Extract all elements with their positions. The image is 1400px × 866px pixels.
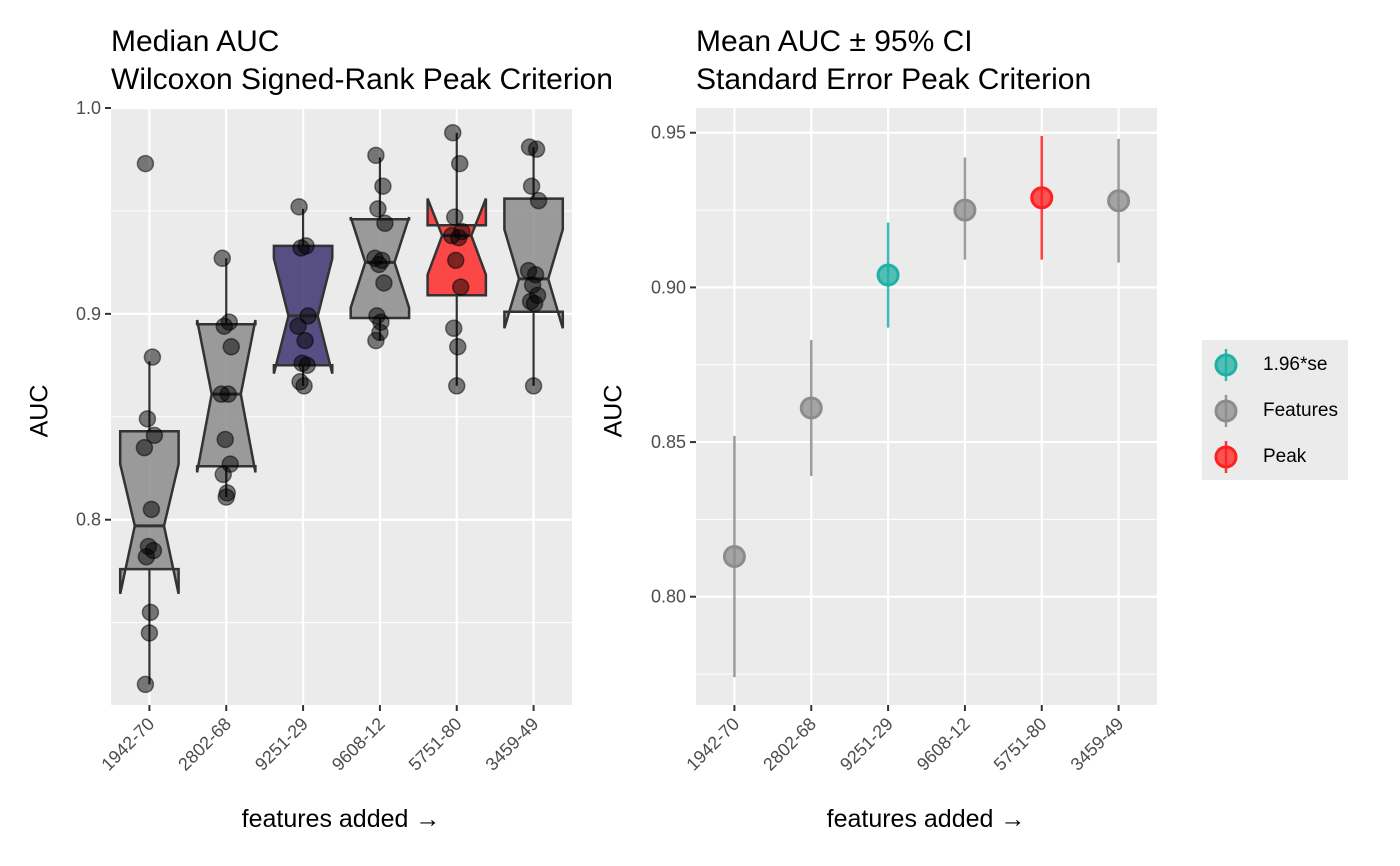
notched-box-5751-80 — [426, 198, 488, 297]
left-x-tick-label: 9251-29 — [251, 714, 312, 775]
mean-point-9608-12 — [953, 198, 977, 222]
data-point — [449, 338, 467, 356]
legend-item-peak: Peak — [1202, 434, 1348, 480]
data-point — [136, 675, 155, 694]
data-point — [525, 294, 544, 313]
left-y-tick-label: 1.0 — [76, 98, 101, 118]
data-point — [522, 177, 541, 195]
data-point — [136, 154, 155, 173]
data-point — [292, 239, 310, 257]
data-point — [524, 377, 543, 395]
data-point — [370, 255, 388, 274]
right-chart-subtitle: Standard Error Peak Criterion — [696, 63, 1092, 96]
data-point — [447, 251, 465, 270]
left-y-tick-label: 0.8 — [76, 510, 101, 530]
legend: 1.96*se Features Peak — [1202, 340, 1348, 480]
legend-item-1-96se: 1.96*se — [1202, 342, 1348, 388]
data-point — [222, 338, 240, 356]
left-plot-background — [111, 108, 572, 705]
mean-point-9251-29 — [876, 263, 900, 287]
left-x-axis-label: features added → — [241, 805, 441, 833]
left-chart-subtitle: Wilcoxon Signed-Rank Peak Criterion — [111, 63, 613, 96]
mean-point-1942-70 — [722, 545, 746, 569]
right-x-tick-label: 2802-68 — [759, 714, 820, 775]
data-point — [216, 430, 234, 449]
data-point — [448, 377, 466, 395]
legend-key-1-96se — [1214, 349, 1238, 381]
mean-point-5751-80 — [1030, 186, 1054, 210]
left-x-tick-label: 5751-80 — [405, 714, 466, 775]
data-point — [213, 249, 231, 268]
right-y-tick-label: 0.95 — [651, 123, 686, 143]
right-y-tick-label: 0.90 — [651, 277, 686, 297]
data-point — [140, 624, 159, 642]
data-point — [296, 331, 314, 350]
left-y-axis-label: AUC — [25, 384, 54, 438]
right-x-tick-label: 9251-29 — [836, 714, 897, 775]
data-point — [138, 410, 157, 428]
data-point — [376, 214, 394, 233]
left-x-tick-label: 1942-70 — [97, 714, 158, 775]
data-point — [451, 154, 469, 173]
data-point — [295, 377, 313, 395]
data-point — [367, 331, 385, 350]
data-point — [445, 319, 463, 338]
data-point — [141, 603, 160, 622]
data-point — [298, 356, 316, 375]
data-point — [215, 317, 233, 335]
right-y-axis-label: AUC — [599, 384, 628, 438]
notched-box-3459-49 — [503, 197, 565, 329]
data-point — [143, 348, 162, 366]
left-y-tick-label: 0.9 — [76, 304, 101, 324]
left-x-tick-label: 2802-68 — [174, 714, 235, 775]
legend-item-features: Features — [1202, 388, 1348, 434]
data-point — [289, 317, 307, 335]
right-x-axis-label: features added → — [826, 805, 1026, 833]
left-x-tick-label: 9608-12 — [328, 714, 389, 775]
data-point — [527, 140, 546, 158]
right-x-tick-label: 9608-12 — [913, 714, 974, 775]
mean-point-2802-68 — [799, 396, 823, 420]
data-point — [145, 426, 164, 445]
right-x-tick-label: 3459-49 — [1067, 714, 1128, 775]
data-point — [452, 278, 470, 296]
left-chart-title: Median AUC — [111, 25, 280, 58]
left-x-tick-label: 3459-49 — [482, 714, 543, 775]
data-point — [135, 438, 154, 457]
legend-key-features — [1214, 395, 1238, 427]
right-x-tick-label: 1942-70 — [682, 714, 743, 775]
right-y-tick-label: 0.85 — [651, 432, 686, 452]
legend-label-peak: Peak — [1263, 446, 1307, 467]
data-point — [290, 198, 308, 216]
data-point — [217, 488, 235, 506]
legend-label-features: Features — [1263, 400, 1338, 421]
data-point — [450, 228, 468, 247]
data-point — [375, 274, 393, 292]
legend-key-peak — [1214, 441, 1238, 473]
right-y-tick-label: 0.80 — [651, 587, 686, 607]
data-point — [137, 548, 156, 566]
data-point — [374, 177, 392, 195]
data-point — [369, 200, 387, 218]
data-point — [214, 465, 232, 484]
data-point — [367, 146, 385, 165]
data-point — [444, 123, 462, 142]
data-point — [219, 385, 237, 403]
mean-point-3459-49 — [1107, 189, 1131, 213]
left-boxplot-chart: 0.8 0.9 1.0 1942-70 2802-68 9251-29 9608-12 575… — [76, 98, 572, 775]
legend-label-1-96se: 1.96*se — [1263, 354, 1328, 375]
right-chart-title: Mean AUC ± 95% CI — [696, 25, 973, 58]
right-plot-background — [696, 108, 1157, 705]
data-point — [142, 500, 161, 519]
right-errorbar-chart: 0.80 0.85 0.90 0.95 1942-70 2802-68 9251-29 960… — [651, 108, 1157, 775]
data-point — [529, 191, 548, 210]
right-x-tick-label: 5751-80 — [990, 714, 1051, 775]
data-point — [446, 208, 464, 226]
